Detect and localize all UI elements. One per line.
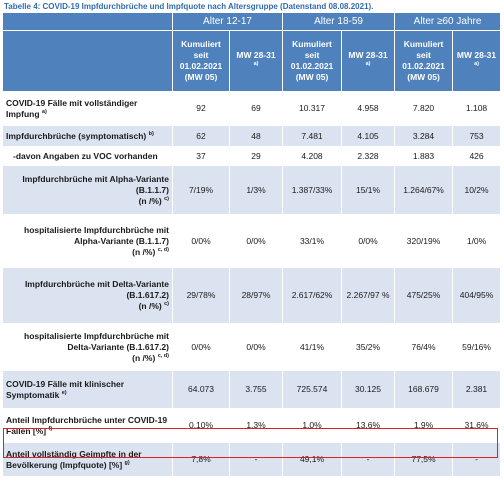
table-cell: 69 [228,91,284,126]
row-label: Anteil vollständig Geimpfte in der Bevöl… [2,442,173,477]
group-header-12-17: Alter 12-17 [171,12,284,31]
table-cell: 725.574 [282,370,343,409]
table-cell: 35/2% [341,323,396,371]
table-cell: 7.820 [394,91,454,126]
table-row: hospitalisierte Impfdurchbrüche mit Alph… [2,214,502,268]
table-caption: Tabelle 4: COVID-19 Impfdurchbrüche und … [4,2,374,11]
table-cell: 4.208 [282,146,343,166]
table-cell: 37 [172,146,230,166]
table-cell: 0/0% [228,214,284,268]
table-cell: 168.679 [394,370,454,409]
table-cell: 29/78% [172,267,230,324]
table-cell: 1,0% [282,408,343,443]
table-cell: 49,1% [282,442,343,477]
row-label: Anteil Impfdurchbrüche unter COVID-19 Fä… [2,408,173,443]
table-cell: 7.481 [282,125,343,147]
table-row: Anteil vollständig Geimpfte in der Bevöl… [2,442,502,477]
data-table: Alter 12-17 Alter 18-59 Alter ≥60 Jahre … [2,12,502,477]
table-row: COVID-19 Fälle mit vollständiger Impfung… [2,91,502,126]
table-cell: 753 [452,125,502,147]
table-cell: 7/19% [172,165,230,215]
table-cell: 1,3% [228,408,284,443]
row-label: hospitalisierte Impfdurchbrüche mit Delt… [2,323,173,371]
subheader-kumuliert: Kumuliert seit 01.02.2021 (MW 05) [282,30,343,92]
table-cell: 1.264/67% [394,165,454,215]
table-cell: 64.073 [172,370,230,409]
table-cell: 0/0% [341,214,396,268]
table-cell: 2.267/97 % [341,267,396,324]
subheader-mw: MW 28-31 a) [341,30,396,92]
table-row: Impfdurchbrüche mit Alpha-Variante (B.1.… [2,165,502,215]
table-cell: 15/1% [341,165,396,215]
table-cell: 59/16% [452,323,502,371]
row-label: -davon Angaben zu VOC vorhanden [2,146,173,166]
table-cell: 1.108 [452,91,502,126]
table-cell: 41/1% [282,323,343,371]
table-cell: 92 [172,91,230,126]
table-cell: 10/2% [452,165,502,215]
table-cell: 1/3% [228,165,284,215]
table-row: Impfdurchbrüche (symptomatisch) b) 62 48… [2,125,502,147]
header-group-row: Alter 12-17 Alter 18-59 Alter ≥60 Jahre [2,12,502,31]
table-cell: - [341,442,396,477]
row-label: hospitalisierte Impfdurchbrüche mit Alph… [2,214,173,268]
table-cell: 2.381 [452,370,502,409]
table-cell: 0/0% [228,323,284,371]
table-cell: 4.958 [341,91,396,126]
row-label: Impfdurchbrüche mit Alpha-Variante (B.1.… [2,165,173,215]
table-cell: - [228,442,284,477]
table-cell: 77,5% [394,442,454,477]
table-cell: 4.105 [341,125,396,147]
table-cell: - [452,442,502,477]
table-cell: 3.755 [228,370,284,409]
table-cell: 426 [452,146,502,166]
table-cell: 13,6% [341,408,396,443]
table-cell: 0/0% [172,323,230,371]
group-header-18-59: Alter 18-59 [282,12,396,31]
subheader-kumuliert: Kumuliert seit 01.02.2021 (MW 05) [172,30,230,92]
row-label: COVID-19 Fälle mit vollständiger Impfung… [2,91,173,126]
subheader-kumuliert: Kumuliert seit 01.02.2021 (MW 05) [394,30,454,92]
header-sub-row: Kumuliert seit 01.02.2021 (MW 05) MW 28-… [2,30,502,92]
subheader-mw: MW 28-31 a) [452,30,502,92]
table-cell: 475/25% [394,267,454,324]
table-cell: 3.284 [394,125,454,147]
row-label: Impfdurchbrüche mit Delta-Variante (B.1.… [2,267,173,324]
table-cell: 10.317 [282,91,343,126]
subheader-mw: MW 28-31 a) [228,30,284,92]
header-corner-sub [2,30,173,92]
table-cell: 0,10% [172,408,230,443]
table-cell: 404/95% [452,267,502,324]
table-row: COVID-19 Fälle mit klinischer Symptomati… [2,370,502,409]
header-corner [2,12,173,31]
table-cell: 2.617/62% [282,267,343,324]
table-cell: 76/4% [394,323,454,371]
table-cell: 29 [228,146,284,166]
table-row: Impfdurchbrüche mit Delta-Variante (B.1.… [2,267,502,324]
table-cell: 320/19% [394,214,454,268]
row-label: COVID-19 Fälle mit klinischer Symptomati… [2,370,173,409]
table-row-highlighted: Anteil Impfdurchbrüche unter COVID-19 Fä… [2,408,502,443]
table-cell: 1.883 [394,146,454,166]
table-cell: 30.125 [341,370,396,409]
table-cell: 31,6% [452,408,502,443]
table-cell: 33/1% [282,214,343,268]
group-header-60plus: Alter ≥60 Jahre [394,12,502,31]
table-cell: 2.328 [341,146,396,166]
table-cell: 62 [172,125,230,147]
table-row: -davon Angaben zu VOC vorhanden 37 29 4.… [2,146,502,166]
table-cell: 0/0% [172,214,230,268]
row-label: Impfdurchbrüche (symptomatisch) b) [2,125,173,147]
table-row: hospitalisierte Impfdurchbrüche mit Delt… [2,323,502,371]
table-cell: 7,8% [172,442,230,477]
table-cell: 1/0% [452,214,502,268]
table-cell: 28/97% [228,267,284,324]
table-cell: 1,9% [394,408,454,443]
table-cell: 48 [228,125,284,147]
table-cell: 1.387/33% [282,165,343,215]
